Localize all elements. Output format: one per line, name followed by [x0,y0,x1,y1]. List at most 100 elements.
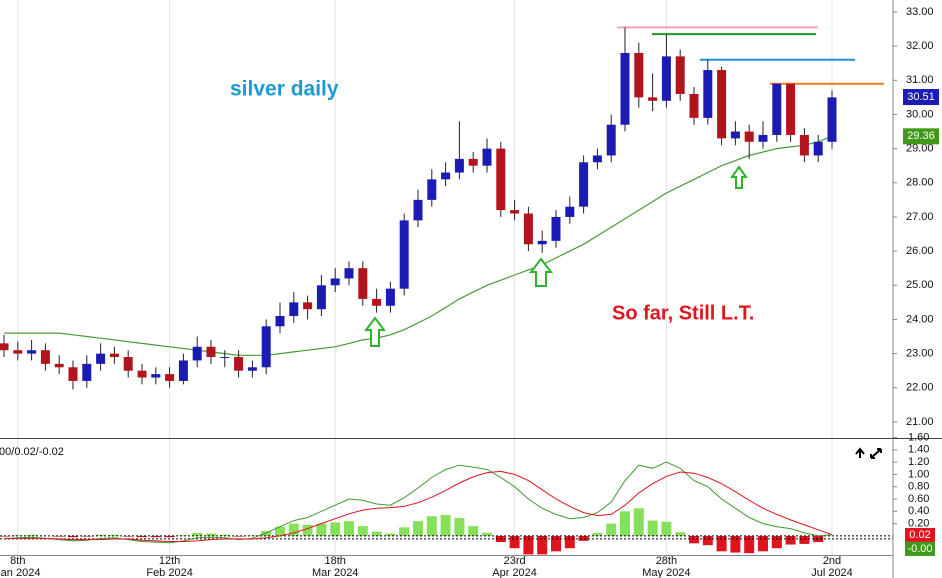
candle-body [482,148,492,166]
histogram-bar [109,534,120,536]
candle-body [634,52,644,98]
histogram-bar [95,534,106,536]
histogram-bar [633,508,644,536]
macd-panel [0,461,893,555]
up-arrow [528,257,554,287]
arrows [364,165,748,347]
panel-icons [855,447,882,459]
y-tick-label: 27.00 [906,211,934,223]
candle-body [454,158,464,173]
candle-body [82,363,92,381]
histogram-bar [647,520,658,536]
histogram-bar [219,534,230,536]
candle-body [620,52,630,125]
icon-up[interactable] [855,447,865,458]
price-box [903,128,939,145]
candle-body [165,374,175,381]
histogram-bar [81,535,92,537]
candle-body [358,268,368,299]
x-tick-label: 12th Feb 2024 [146,555,192,578]
candle-body [427,179,437,200]
icon-expand[interactable] [870,448,882,459]
candle-body [551,216,561,241]
candle-body [703,70,713,118]
histogram-bar [164,535,175,538]
histogram-bar [716,535,727,552]
histogram-bar [371,531,382,536]
y-tick-label: 1.60 [908,431,929,443]
histogram-bar [606,523,617,536]
candle-body [247,367,257,371]
candle-body [192,346,202,361]
value-box [905,541,935,556]
y-tick-label: 30.00 [906,108,934,120]
candle-body [303,302,313,310]
histogram-bar [68,535,78,538]
y-tick-label: 1.40 [908,444,929,456]
candle-body [565,206,575,217]
candle-body [178,360,188,381]
histogram-bar [537,535,548,555]
y-tick-label: 1.00 [908,468,929,480]
price-box [903,89,939,106]
histogram-bar [675,532,686,536]
x-tick-label: 8thJan 2024 [0,555,40,578]
histogram-bar [399,527,410,536]
x-tick-label: 23rd Apr 2024 [492,555,537,578]
candle-body [827,97,837,142]
histogram-bar [440,515,451,536]
candle-body [372,298,382,306]
y-tick-label: 23.00 [906,348,934,360]
annotation: So far, Still L.T. [612,302,754,324]
candle-body [137,370,147,378]
value-box [905,527,935,542]
histogram-bar [426,516,437,536]
histogram-bar [578,535,589,541]
histogram-bar [178,535,189,536]
up-arrow [364,316,386,347]
histogram-bar [523,535,534,555]
candle-body [96,353,106,364]
candle-body [786,83,796,135]
candle-body [523,213,533,245]
up-arrow [730,165,748,189]
histogram-bar [702,535,713,546]
candle-body [813,141,823,156]
candle-body [606,124,616,156]
price-panel [0,26,884,390]
candle-body [441,172,451,180]
price-label: 29.36 [907,130,935,142]
histogram-bar [302,524,313,536]
candle-body [537,240,547,245]
histogram-bar [288,523,299,536]
y-tick-label: 0.60 [908,493,929,505]
candle-body [648,97,658,101]
candle-body [316,285,326,310]
candle-body [206,346,216,358]
y-tick-label: 0.20 [908,518,929,530]
histogram-bar [454,518,465,536]
y-tick-label: 21.00 [906,416,934,428]
candle-body [275,316,285,327]
y-tick-label: 28.00 [906,177,934,189]
value-label: 0.02 [909,529,930,541]
y-tick-label: 24.00 [906,313,934,325]
histogram-bar [385,533,396,536]
candle-body [413,199,423,221]
x-tick-label: 28th May 2024 [642,555,690,578]
y-tick-label: 32.00 [906,40,934,52]
histogram-bar [785,535,796,545]
price-label: 30.51 [907,91,935,103]
candle-body [510,210,520,214]
candle-body [109,353,119,358]
x-tick-label: 18th Mar 2024 [312,555,358,578]
candle-body [0,343,9,351]
histogram-bar [661,521,672,536]
x-tick-label: 2nd Jul 2024 [811,555,853,578]
candle-body [661,56,671,101]
histogram-bar [150,535,161,538]
candle-body [496,148,506,211]
histogram-bar [357,526,368,536]
